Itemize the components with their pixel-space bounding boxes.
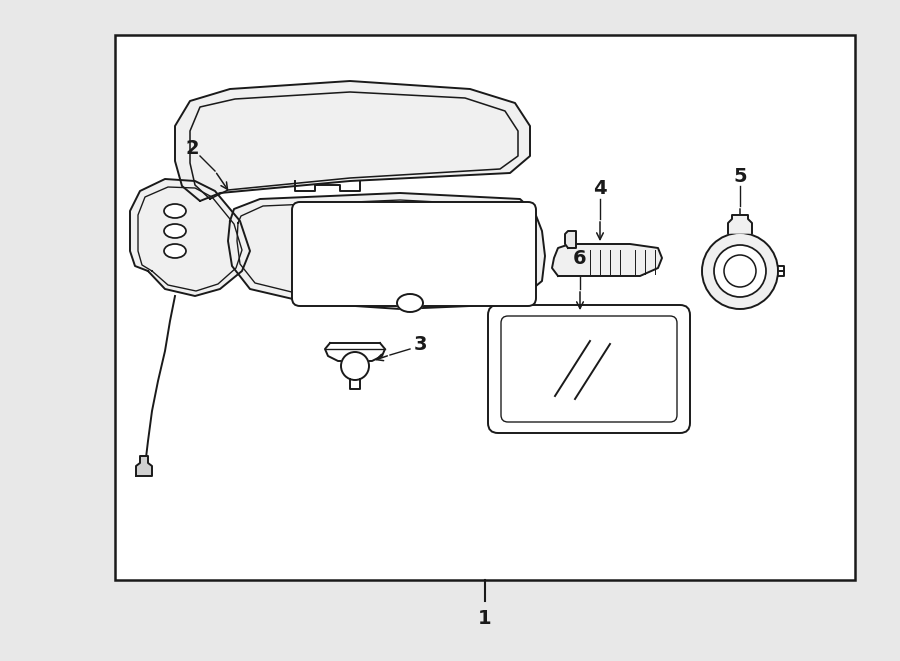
Text: 6: 6	[573, 249, 587, 268]
Polygon shape	[728, 215, 752, 233]
Polygon shape	[552, 244, 662, 276]
Circle shape	[341, 352, 369, 380]
FancyBboxPatch shape	[488, 305, 690, 433]
Ellipse shape	[397, 294, 423, 312]
Ellipse shape	[164, 224, 186, 238]
Text: 2: 2	[185, 139, 199, 157]
Text: 3: 3	[413, 336, 427, 354]
Polygon shape	[136, 456, 152, 476]
Text: 4: 4	[593, 178, 607, 198]
Ellipse shape	[164, 204, 186, 218]
FancyBboxPatch shape	[292, 202, 536, 306]
Polygon shape	[565, 231, 576, 248]
Text: 5: 5	[734, 167, 747, 186]
Polygon shape	[228, 193, 545, 309]
Text: 1: 1	[478, 609, 491, 629]
Polygon shape	[175, 81, 530, 201]
Circle shape	[714, 245, 766, 297]
Polygon shape	[130, 179, 250, 296]
Circle shape	[702, 233, 778, 309]
Bar	[115, 35, 855, 580]
Ellipse shape	[164, 244, 186, 258]
